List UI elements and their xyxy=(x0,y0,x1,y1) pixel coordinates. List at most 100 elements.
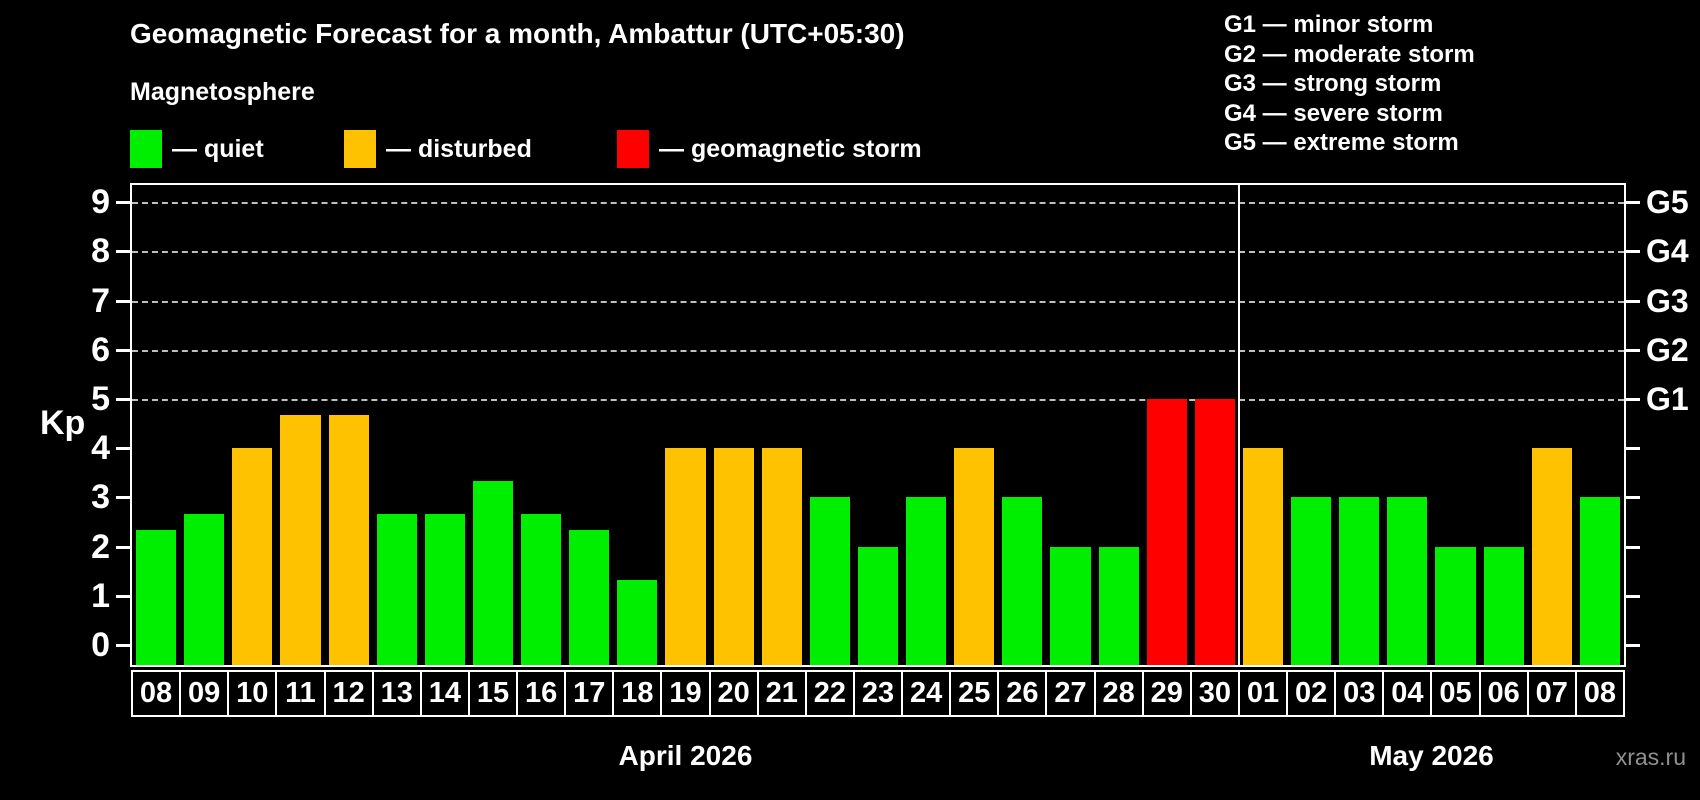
left-tick-kp-6 xyxy=(116,348,130,352)
month-separator-line xyxy=(1237,185,1240,665)
legend-item-storm: — geomagnetic storm xyxy=(617,130,922,168)
kp-bar-day-29-m0 xyxy=(1146,399,1187,665)
kp-bar-day-13-m0 xyxy=(376,513,417,665)
right-tick-kp-3 xyxy=(1626,496,1640,500)
y-tick-label-3: 3 xyxy=(91,478,110,517)
y-axis-title: Kp xyxy=(40,404,86,442)
gridline-kp-9 xyxy=(132,202,1624,205)
g2-legend-line: G2 — moderate storm xyxy=(1224,40,1475,68)
g3-legend-line: G3 — strong storm xyxy=(1224,70,1442,97)
month-label-april: April 2026 xyxy=(618,740,753,771)
y-tick-label-8: 8 xyxy=(91,232,110,271)
g-scale-label-g4: G4 xyxy=(1646,233,1689,270)
kp-bar-day-25-m0 xyxy=(954,448,995,665)
legend-heading: Magnetosphere xyxy=(130,78,315,106)
kp-bar-day-24-m0 xyxy=(906,497,947,665)
left-tick-kp-0 xyxy=(116,644,130,647)
y-tick-label-1: 1 xyxy=(91,576,110,615)
kp-bar-day-22-m0 xyxy=(809,497,850,665)
y-tick-label-4: 4 xyxy=(91,429,110,468)
right-tick-kp-1 xyxy=(1626,594,1640,598)
right-tick-kp-6 xyxy=(1626,348,1640,352)
month-label-may: May 2026 xyxy=(1369,740,1494,771)
kp-bar-day-14-m0 xyxy=(424,513,465,665)
g-scale-label-g3: G3 xyxy=(1646,282,1689,319)
day-label-30-m0: 30 xyxy=(1189,670,1240,717)
kp-bar-day-09-m0 xyxy=(184,513,225,665)
kp-bar-day-01-m1 xyxy=(1242,448,1284,665)
day-label-04-m1: 04 xyxy=(1382,670,1433,717)
kp-bar-day-02-m1 xyxy=(1291,497,1332,665)
g4-legend-line: G4 — severe storm xyxy=(1224,99,1443,127)
day-label-07-m1: 07 xyxy=(1526,670,1577,717)
day-label-27-m0: 27 xyxy=(1045,670,1096,717)
right-tick-kp-7 xyxy=(1626,299,1640,303)
kp-bar-day-06-m1 xyxy=(1483,546,1524,665)
y-tick-label-6: 6 xyxy=(91,330,110,369)
kp-bar-day-18-m0 xyxy=(617,579,658,665)
kp-bar-day-27-m0 xyxy=(1050,546,1091,665)
gridline-kp-5 xyxy=(132,399,1624,401)
kp-bar-day-04-m1 xyxy=(1387,497,1428,665)
plot-inner xyxy=(132,185,1624,665)
page-title: Geomagnetic Forecast for a month, Ambatt… xyxy=(130,18,905,49)
g5-legend-line: G5 — extreme storm xyxy=(1224,129,1459,156)
legend-label-disturbed: — disturbed xyxy=(386,134,532,163)
kp-bar-day-17-m0 xyxy=(569,530,610,665)
kp-bar-day-16-m0 xyxy=(521,513,562,665)
left-tick-kp-2 xyxy=(116,545,130,549)
day-label-05-m1: 05 xyxy=(1430,670,1481,717)
day-label-01-m1: 01 xyxy=(1237,670,1289,717)
left-tick-kp-8 xyxy=(116,250,130,254)
quiet-color-swatch xyxy=(130,130,162,168)
kp-bar-day-19-m0 xyxy=(665,448,706,665)
day-label-13-m0: 13 xyxy=(371,670,422,717)
kp-bar-day-28-m0 xyxy=(1098,546,1139,665)
gridline-kp-7 xyxy=(132,300,1624,303)
y-tick-label-9: 9 xyxy=(91,183,110,222)
day-label-26-m0: 26 xyxy=(997,670,1048,717)
day-label-08-m0: 08 xyxy=(131,670,182,717)
kp-bar-day-12-m0 xyxy=(328,415,369,665)
g-scale-label-g2: G2 xyxy=(1646,331,1689,368)
day-label-22-m0: 22 xyxy=(804,670,855,717)
day-label-23-m0: 23 xyxy=(852,670,904,717)
day-label-15-m0: 15 xyxy=(467,670,519,717)
kp-bar-day-08-m1 xyxy=(1579,497,1620,665)
right-tick-kp-4 xyxy=(1626,447,1640,451)
right-tick-kp-0 xyxy=(1626,644,1640,647)
right-tick-kp-5 xyxy=(1626,398,1640,401)
g-scale-legend: G1 — minor storm G2 — moderate storm G3 … xyxy=(1224,10,1475,158)
gridline-kp-8 xyxy=(132,251,1624,254)
y-tick-label-2: 2 xyxy=(91,527,110,566)
day-label-17-m0: 17 xyxy=(564,670,615,717)
y-tick-label-5: 5 xyxy=(91,380,110,418)
kp-bar-day-20-m0 xyxy=(713,448,754,665)
g1-legend-line: G1 — minor storm xyxy=(1224,11,1434,38)
kp-bar-day-26-m0 xyxy=(1002,497,1043,665)
disturbed-color-swatch xyxy=(344,130,376,168)
y-tick-label-0: 0 xyxy=(91,626,110,664)
day-label-14-m0: 14 xyxy=(419,670,470,717)
legend-item-quiet: — quiet xyxy=(130,130,264,168)
day-label-28-m0: 28 xyxy=(1093,670,1144,717)
right-tick-kp-8 xyxy=(1626,250,1640,254)
storm-color-swatch xyxy=(617,130,649,168)
day-label-09-m0: 09 xyxy=(179,670,230,717)
day-label-11-m0: 11 xyxy=(275,670,326,717)
g-scale-label-g5: G5 xyxy=(1646,184,1689,221)
day-axis: 08 09 10 11 12 13 14 15 16 17 18 19 20 21 22 23 24 25 26 27… xyxy=(131,670,1625,717)
day-label-25-m0: 25 xyxy=(949,670,1000,717)
day-label-21-m0: 21 xyxy=(756,670,807,717)
day-label-10-m0: 10 xyxy=(227,670,278,717)
day-label-20-m0: 20 xyxy=(708,670,759,717)
day-label-02-m1: 02 xyxy=(1286,670,1337,717)
g-scale-label-g1: G1 xyxy=(1646,381,1689,417)
y-tick-label-7: 7 xyxy=(91,281,110,320)
day-label-06-m1: 06 xyxy=(1478,670,1529,717)
left-tick-kp-7 xyxy=(116,299,130,303)
plot-area xyxy=(130,183,1626,667)
day-label-19-m0: 19 xyxy=(660,670,711,717)
right-tick-kp-2 xyxy=(1626,545,1640,549)
